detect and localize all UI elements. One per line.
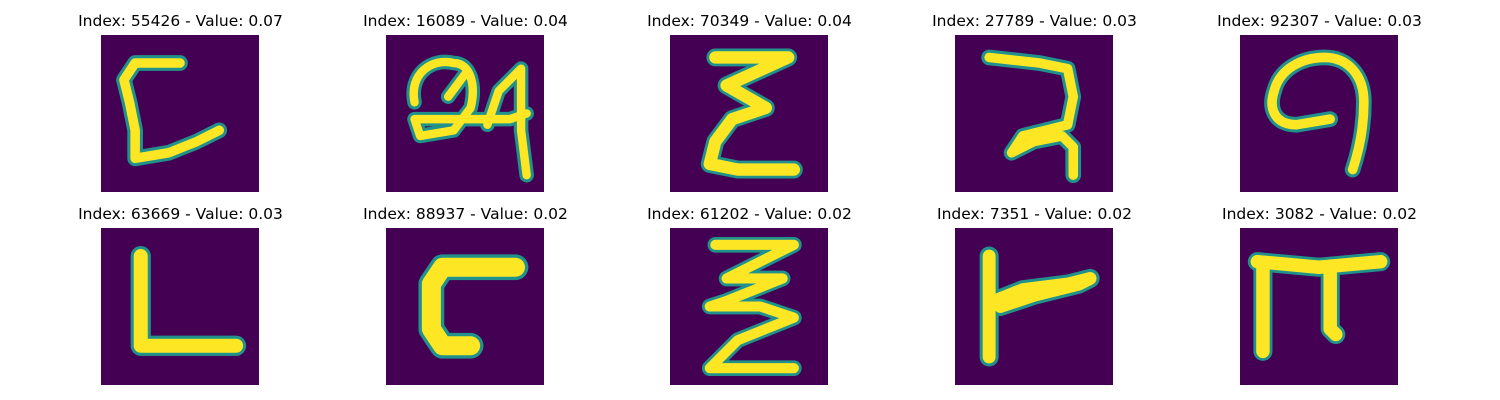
glyph-image	[670, 35, 828, 192]
glyph-image	[1240, 35, 1398, 192]
glyph-image	[101, 35, 259, 192]
glyph-image	[670, 228, 828, 385]
image-tile: Index: 88937 - Value: 0.02	[323, 204, 608, 385]
image-tile: Index: 3082 - Value: 0.02	[1177, 204, 1462, 385]
tile-title: Index: 70349 - Value: 0.04	[647, 12, 852, 30]
glyph-image	[386, 228, 544, 385]
glyph-image	[386, 35, 544, 192]
tile-title: Index: 16089 - Value: 0.04	[363, 12, 568, 30]
image-tile: Index: 92307 - Value: 0.03	[1177, 11, 1462, 192]
glyph-image	[1240, 228, 1398, 385]
image-tile: Index: 70349 - Value: 0.04	[607, 11, 892, 192]
glyph-image	[101, 228, 259, 385]
image-tile: Index: 63669 - Value: 0.03	[38, 204, 323, 385]
tile-title: Index: 3082 - Value: 0.02	[1222, 205, 1417, 223]
tile-title: Index: 7351 - Value: 0.02	[937, 205, 1132, 223]
tile-title: Index: 27789 - Value: 0.03	[932, 12, 1137, 30]
image-tile: Index: 16089 - Value: 0.04	[323, 11, 608, 192]
image-tile: Index: 27789 - Value: 0.03	[892, 11, 1177, 192]
tile-title: Index: 55426 - Value: 0.07	[78, 12, 283, 30]
tile-title: Index: 88937 - Value: 0.02	[363, 205, 568, 223]
glyph-image	[955, 35, 1113, 192]
image-tile: Index: 55426 - Value: 0.07	[38, 11, 323, 192]
tile-title: Index: 61202 - Value: 0.02	[647, 205, 852, 223]
tile-title: Index: 63669 - Value: 0.03	[78, 205, 283, 223]
image-tile: Index: 61202 - Value: 0.02	[607, 204, 892, 385]
tile-title: Index: 92307 - Value: 0.03	[1217, 12, 1422, 30]
image-tile: Index: 7351 - Value: 0.02	[892, 204, 1177, 385]
glyph-image	[955, 228, 1113, 385]
